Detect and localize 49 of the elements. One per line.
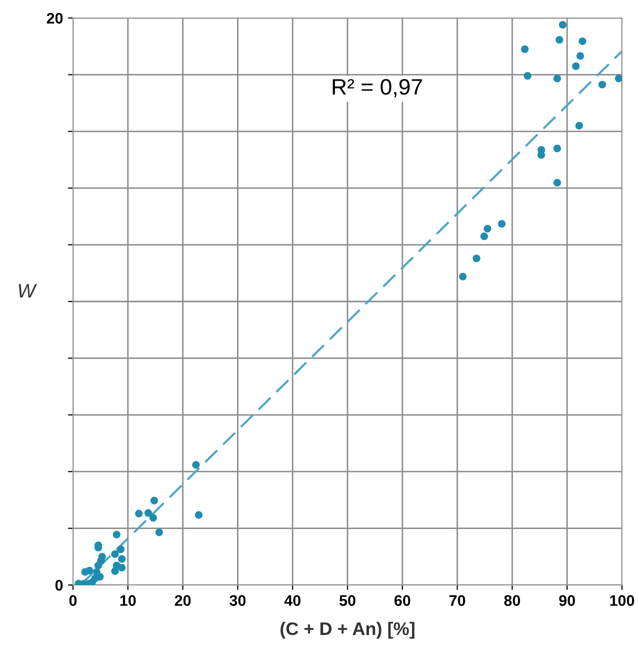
point — [135, 510, 143, 518]
point — [537, 151, 546, 159]
point — [194, 511, 203, 519]
x-tick-label: 60 — [394, 595, 410, 606]
point — [94, 562, 102, 570]
point — [88, 578, 96, 585]
point — [86, 566, 94, 574]
point — [556, 36, 564, 44]
point — [614, 74, 622, 82]
x-tick-label: 50 — [339, 595, 356, 606]
point — [553, 178, 562, 187]
point — [480, 232, 488, 240]
point — [521, 45, 529, 53]
point — [578, 37, 586, 46]
point — [576, 52, 584, 60]
point — [118, 564, 126, 572]
point — [553, 74, 562, 82]
point — [553, 144, 562, 152]
x-tick-label: 100 — [610, 595, 634, 606]
point — [149, 514, 157, 522]
point — [155, 528, 163, 536]
x-tick-label: 10 — [120, 595, 136, 606]
x-tick-label: 40 — [284, 595, 300, 606]
point — [524, 72, 532, 80]
x-tick-label: 20 — [174, 595, 191, 606]
point — [192, 460, 200, 469]
x-tick-label: 0 — [69, 595, 77, 606]
x-tick-label: 30 — [230, 595, 246, 606]
x-tick-label: 70 — [449, 595, 466, 606]
point — [112, 530, 120, 538]
point — [458, 272, 467, 280]
annotation: R² = 0,97 — [332, 79, 422, 98]
point — [111, 550, 119, 558]
point — [572, 62, 580, 70]
x-tick-label: 80 — [504, 595, 520, 606]
point — [498, 220, 506, 228]
x-axis-title: (C + D + An) [%] — [280, 622, 414, 639]
point — [598, 80, 606, 88]
point — [575, 122, 583, 130]
y-axis-title: W — [18, 284, 38, 298]
x-tick-label: 90 — [559, 595, 575, 606]
point — [111, 567, 119, 575]
point — [118, 555, 126, 563]
point — [116, 545, 125, 554]
point — [484, 224, 492, 232]
point — [558, 21, 567, 29]
point — [144, 509, 152, 517]
point — [472, 254, 480, 262]
point — [150, 496, 158, 504]
